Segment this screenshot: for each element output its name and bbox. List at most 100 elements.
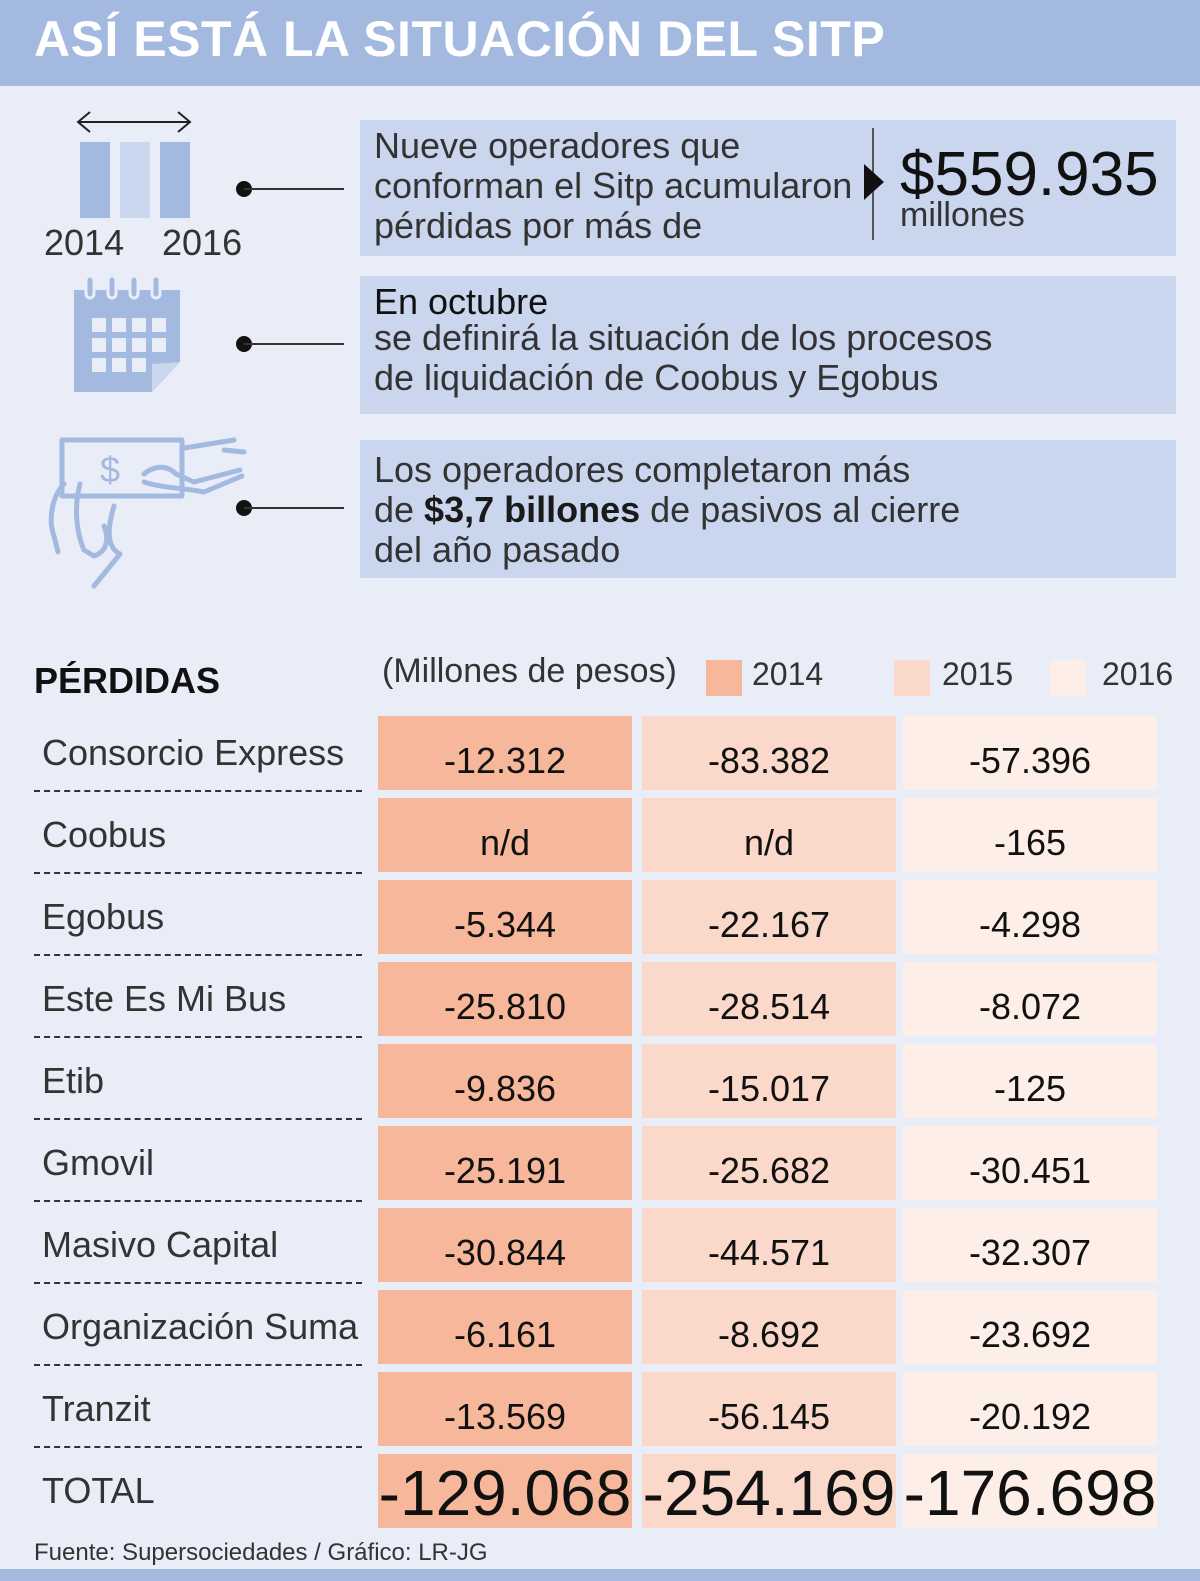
table-title: PÉRDIDAS	[34, 660, 221, 701]
cell-value: -176.698	[903, 1457, 1157, 1529]
info-box-losses: Nueve operadores que conforman el Sitp a…	[360, 120, 1176, 256]
connector-line	[244, 343, 344, 345]
legend-swatch-2015	[894, 660, 930, 696]
row-label: Gmovil	[42, 1142, 155, 1183]
total-label: TOTAL	[42, 1470, 155, 1511]
row-separator	[34, 1036, 362, 1038]
row-separator	[34, 1364, 362, 1366]
row-label: Este Es Mi Bus	[42, 978, 287, 1019]
arrow-right-icon	[864, 164, 884, 200]
table-cell: -20.192	[903, 1372, 1157, 1446]
svg-text:$: $	[100, 449, 120, 490]
year-start-label: 2014	[44, 222, 125, 263]
cell-value: -12.312	[443, 740, 567, 781]
cell-value: -25.810	[443, 986, 567, 1027]
total-cell: -176.698	[903, 1454, 1157, 1529]
table-cell: -28.514	[642, 962, 896, 1036]
table-cell: -25.682	[642, 1126, 896, 1200]
cell-value: -32.307	[968, 1232, 1092, 1273]
total-cell: -129.068	[378, 1454, 632, 1529]
row-separator	[34, 1118, 362, 1120]
cell-value: n/d	[743, 822, 795, 863]
cell-value: -30.451	[968, 1150, 1092, 1191]
cell-value: -22.167	[707, 904, 831, 945]
cell-value: -129.068	[378, 1457, 632, 1529]
cell-value: -83.382	[707, 740, 831, 781]
cell-value: -9.836	[453, 1068, 557, 1109]
row-separator	[34, 1200, 362, 1202]
cell-value: -254.169	[642, 1457, 896, 1529]
cell-value: n/d	[479, 822, 531, 863]
info-highlight: $3,7 billones	[424, 489, 641, 530]
cell-value: -8.072	[978, 986, 1082, 1027]
info-line: Los operadores completaron más	[374, 449, 911, 490]
table-cell: -15.017	[642, 1044, 896, 1118]
table-cell: -25.191	[378, 1126, 632, 1200]
info-line: se definirá la situación de los procesos	[374, 317, 993, 358]
cell-value: -165	[993, 822, 1067, 863]
units-label: (Millones de pesos)	[382, 652, 677, 690]
table-cell: -83.382	[642, 716, 896, 790]
total-cell: -254.169	[642, 1454, 896, 1529]
row-separator	[34, 954, 362, 956]
table-cell: -8.072	[903, 962, 1157, 1036]
info-line: de $3,7 billones de pasivos al cierre	[374, 489, 961, 530]
footer-bar	[0, 1569, 1200, 1581]
info-box-liabilities: Los operadores completaron más de $3,7 b…	[360, 440, 1176, 578]
row-label: Coobus	[42, 814, 167, 855]
info-line: de liquidación de Coobus y Egobus	[374, 357, 939, 398]
row-separator	[34, 1446, 362, 1448]
info-line: pérdidas por más de	[374, 205, 703, 246]
cell-value: -56.145	[707, 1396, 831, 1437]
cell-value: -13.569	[443, 1396, 567, 1437]
row-label: Tranzit	[42, 1388, 151, 1429]
info-line: Nueve operadores que	[374, 125, 741, 166]
table-cell: -4.298	[903, 880, 1157, 954]
header-bar: ASÍ ESTÁ LA SITUACIÓN DEL SITP	[0, 0, 1200, 86]
row-separator	[34, 790, 362, 792]
hand-money-icon: $	[48, 437, 247, 589]
table-cell: -6.161	[378, 1290, 632, 1364]
year-end-label: 2016	[162, 222, 243, 263]
source-note: Fuente: Supersociedades / Gráfico: LR-JG	[34, 1539, 488, 1566]
connector-line	[244, 507, 344, 509]
table-cell: -9.836	[378, 1044, 632, 1118]
row-label: Organización Suma	[42, 1306, 359, 1347]
table-cell: -13.569	[378, 1372, 632, 1446]
table-cell: n/d	[378, 798, 632, 872]
cell-value: -25.682	[707, 1150, 831, 1191]
row-separator	[34, 872, 362, 874]
row-label: Consorcio Express	[42, 732, 345, 773]
table-cell: -30.451	[903, 1126, 1157, 1200]
legend-label: 2014	[752, 656, 824, 692]
legend-swatch-2014	[706, 660, 742, 696]
calendar-icon	[74, 276, 180, 392]
cell-value: -25.191	[443, 1150, 567, 1191]
table-cell: -165	[903, 798, 1157, 872]
table-cell: -25.810	[378, 962, 632, 1036]
table-cell: -12.312	[378, 716, 632, 790]
cell-value: -5.344	[453, 904, 557, 945]
cell-value: -125	[993, 1068, 1067, 1109]
cell-value: -8.692	[717, 1314, 821, 1355]
table-cell: -44.571	[642, 1208, 896, 1282]
table-cell: -22.167	[642, 880, 896, 954]
table-cell: -32.307	[903, 1208, 1157, 1282]
info-line: del año pasado	[374, 529, 621, 570]
table-cell: -5.344	[378, 880, 632, 954]
page-title: ASÍ ESTÁ LA SITUACIÓN DEL SITP	[34, 11, 886, 67]
cell-value: -20.192	[968, 1396, 1092, 1437]
table-cell: -23.692	[903, 1290, 1157, 1364]
losses-figure: $559.935	[900, 140, 1159, 209]
table-cell: n/d	[642, 798, 896, 872]
row-label: Masivo Capital	[42, 1224, 279, 1265]
cell-value: -44.571	[707, 1232, 831, 1273]
table-cell: -125	[903, 1044, 1157, 1118]
table-cell: -8.692	[642, 1290, 896, 1364]
table-cell: -56.145	[642, 1372, 896, 1446]
losses-unit: millones	[900, 196, 1025, 234]
cell-value: -15.017	[707, 1068, 831, 1109]
info-box-october: En octubre se definirá la situación de l…	[360, 276, 1176, 414]
table-cell: -30.844	[378, 1208, 632, 1282]
info-heading: En octubre	[374, 281, 549, 322]
